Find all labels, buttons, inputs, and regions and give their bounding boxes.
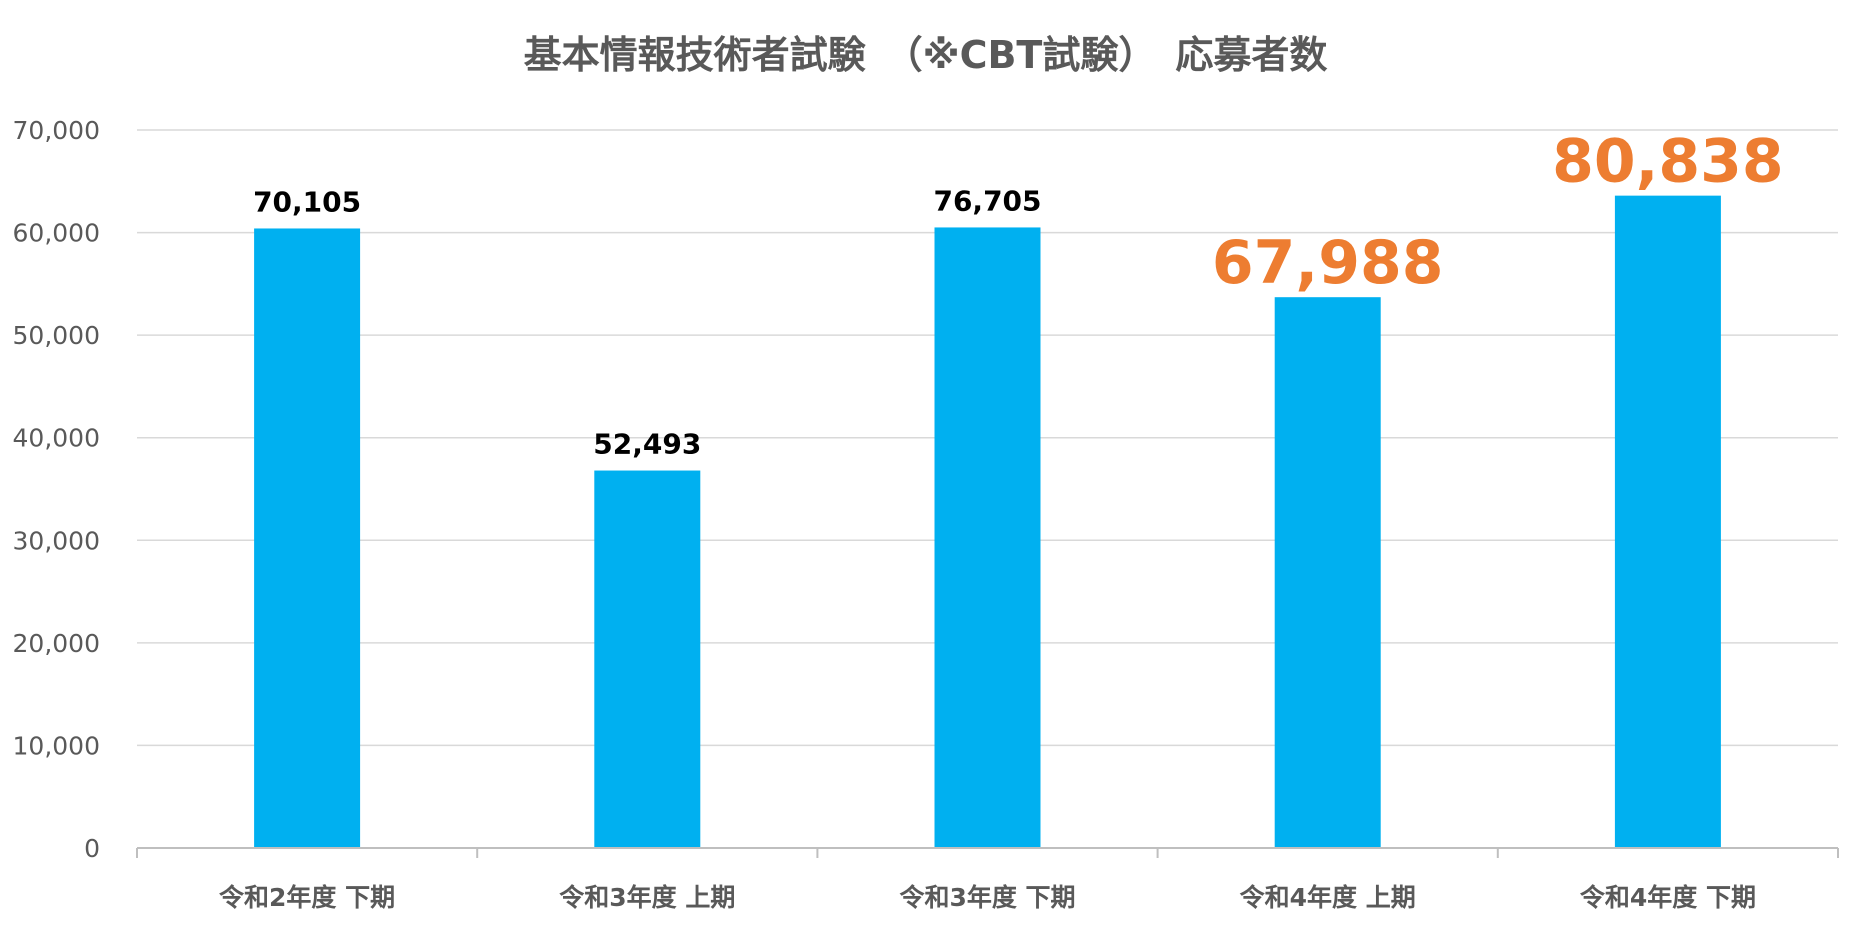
data-label: 80,838 (1552, 127, 1784, 197)
y-tick-label: 20,000 (13, 629, 100, 658)
data-label: 70,105 (253, 185, 361, 218)
bar (254, 228, 361, 848)
x-tick-label: 令和4年度 上期 (1240, 883, 1416, 912)
y-tick-label: 10,000 (13, 731, 100, 760)
bar (934, 227, 1041, 848)
x-tick-label: 令和2年度 下期 (219, 883, 395, 912)
data-label: 67,988 (1212, 228, 1444, 298)
data-labels: 70,105 52,493 76,705 67,988 80,838 (253, 127, 1784, 461)
x-axis (136, 847, 1839, 858)
y-tick-label: 30,000 (13, 526, 100, 555)
x-axis-ticks: 令和2年度 下期 令和3年度 上期 令和3年度 下期 令和4年度 上期 令和4年度 下期 (219, 883, 1756, 912)
x-tick-label: 令和4年度 下期 (1580, 883, 1756, 912)
y-tick-label: 40,000 (13, 424, 100, 453)
y-tick-label: 70,000 (13, 116, 100, 145)
data-label: 52,493 (593, 428, 701, 461)
y-tick-label: 60,000 (13, 219, 100, 248)
bar (1274, 297, 1381, 849)
bars (254, 195, 1721, 849)
y-axis-ticks: 0 10,000 20,000 30,000 40,000 50,000 60,000 70,… (13, 116, 100, 863)
bar (1614, 195, 1721, 848)
y-tick-label: 50,000 (13, 321, 100, 350)
x-tick-label: 令和3年度 上期 (559, 883, 735, 912)
x-tick-label: 令和3年度 下期 (899, 883, 1075, 912)
bar (594, 470, 701, 848)
data-label: 76,705 (933, 184, 1041, 217)
chart-title: 基本情報技術者試験 （※CBT試験） 応募者数 (523, 33, 1328, 77)
y-tick-label: 0 (84, 834, 100, 863)
